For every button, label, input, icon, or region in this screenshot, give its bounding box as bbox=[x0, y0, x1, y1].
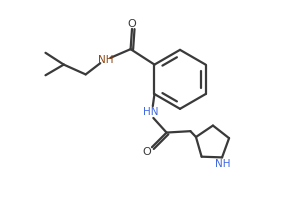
Text: HN: HN bbox=[143, 107, 159, 117]
Text: O: O bbox=[143, 147, 151, 157]
Text: NH: NH bbox=[216, 159, 231, 168]
Text: O: O bbox=[128, 19, 136, 29]
Text: NH: NH bbox=[98, 55, 113, 65]
